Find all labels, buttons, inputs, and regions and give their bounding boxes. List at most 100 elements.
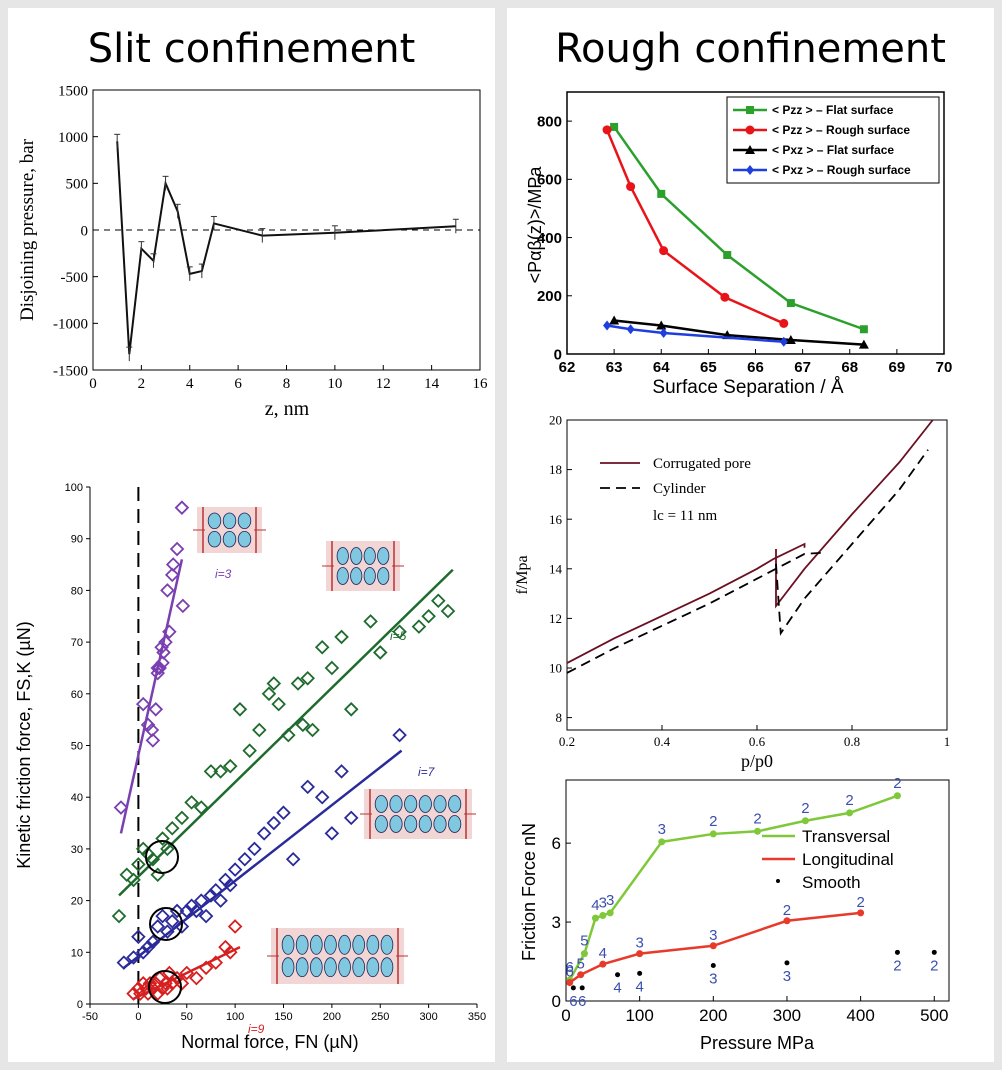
diamond-point	[276, 805, 291, 820]
x-tick-label: 1	[944, 734, 951, 749]
triangle-marker	[656, 320, 667, 330]
schematic-i3-ion	[237, 530, 252, 548]
diamond-point	[175, 598, 191, 614]
diamond-point	[155, 981, 170, 996]
y-axis-label: Friction Force nN	[519, 823, 539, 961]
y-tick-label: 20	[549, 413, 562, 428]
diamond-point	[256, 826, 272, 841]
layer-count-annotation: 3	[658, 821, 666, 838]
legend-label: Transversal	[802, 827, 890, 846]
y-tick-label: 0	[77, 999, 83, 1011]
diamond-point	[174, 976, 190, 991]
diamond-point	[135, 696, 151, 712]
schematic-i5-ion	[377, 547, 390, 565]
layer-count-annotation: 6	[578, 993, 586, 1010]
y-tick-label: 500	[66, 177, 89, 193]
diamond-point	[150, 660, 165, 676]
legend-label: Longitudinal	[802, 850, 894, 869]
schematic-i9-ion	[380, 934, 394, 955]
y-tick-label: 10	[71, 947, 83, 959]
diamond-point	[334, 764, 349, 779]
diamond-point	[174, 919, 190, 934]
x-tick-label: 500	[920, 1006, 948, 1025]
x-tick-label: 8	[283, 376, 291, 392]
series-line-3	[606, 324, 784, 344]
y-tick-label: 16	[549, 512, 563, 527]
schematic-i9-wall-area	[271, 928, 404, 984]
legend-label: lc = 11 nm	[653, 508, 717, 524]
schematic-i9-ion	[309, 934, 323, 955]
data-point	[857, 909, 865, 917]
x-tick-label: 0.4	[654, 734, 671, 749]
diamond-point	[184, 795, 199, 810]
layer-count-annotation: 2	[709, 813, 717, 830]
diamond-point	[285, 851, 301, 867]
data-point	[783, 917, 791, 925]
x-tick-label: -50	[82, 1011, 98, 1023]
data-point	[846, 809, 854, 817]
diamond-point	[179, 903, 195, 919]
y-tick-label: 14	[549, 561, 563, 576]
rough-confinement-heading: Rough confinement	[555, 26, 946, 72]
diamond-point	[119, 867, 135, 883]
schematic-i9-ion	[380, 957, 394, 978]
layer-count-annotation: 3	[709, 927, 717, 944]
data-point	[658, 838, 666, 846]
layer-count-annotation: 3	[635, 935, 643, 952]
diamond-point	[314, 639, 330, 655]
schematic-i9-ion	[366, 934, 380, 955]
x-tick-label: 0.6	[749, 734, 766, 749]
schematic-i3-ion	[237, 512, 252, 530]
x-tick-label: 66	[747, 359, 764, 376]
y-tick-label: 20	[71, 896, 83, 908]
series-label: i=9	[248, 1022, 265, 1036]
x-tick-label: 63	[606, 359, 623, 376]
diamond-point	[144, 722, 160, 738]
diamond-point	[164, 820, 180, 836]
legend-label: < Pzz > – Rough surface	[772, 123, 910, 137]
layer-count-annotation: 3	[599, 894, 607, 911]
diamond-point	[160, 981, 175, 996]
diamond-point	[145, 851, 161, 867]
diamond-point	[193, 893, 209, 908]
diamond-point	[203, 888, 219, 903]
schematic-i9-ion	[338, 957, 351, 978]
x-tick-label: 100	[625, 1006, 653, 1025]
diamond-point	[440, 603, 456, 619]
diamond-point	[164, 567, 180, 583]
schematic-i7-ion	[448, 815, 462, 833]
diamond-point	[116, 955, 132, 970]
schematic-i3-ion	[207, 530, 222, 548]
legend-marker	[745, 125, 755, 135]
diamond-point	[164, 976, 180, 991]
y-axis-label: Disjoining pressure, bar	[17, 138, 38, 321]
highlight-circle	[145, 840, 179, 874]
square-marker	[786, 299, 795, 308]
x-tick-label: 350	[468, 1011, 486, 1023]
series-label: i=5	[390, 629, 407, 643]
x-tick-label: 70	[936, 359, 953, 376]
diamond-point	[208, 955, 224, 970]
layer-count-annotation: 6	[566, 959, 574, 976]
diamond-point	[160, 583, 175, 598]
data-point	[570, 985, 576, 991]
diamond-point	[203, 764, 219, 779]
diamond-point	[164, 914, 180, 929]
series-label: i=7	[418, 765, 436, 779]
layer-count-annotation: 6	[569, 993, 577, 1010]
y-axis-label: Kinetic friction force, FS,K (µN)	[14, 621, 34, 868]
diamond-point	[169, 541, 185, 557]
schematic-i3-ion	[222, 512, 237, 530]
schematic-i9-ion	[324, 934, 337, 955]
data-point	[580, 950, 588, 958]
y-tick-label: 70	[71, 637, 83, 649]
circle-marker	[779, 318, 789, 328]
diamond-point	[281, 727, 296, 743]
circle-marker	[626, 182, 636, 192]
y-tick-label: 10	[549, 661, 562, 676]
diamond-point	[131, 857, 146, 872]
data-point	[579, 985, 585, 991]
y-tick-label: 90	[71, 534, 83, 546]
diamond-point	[300, 671, 315, 686]
